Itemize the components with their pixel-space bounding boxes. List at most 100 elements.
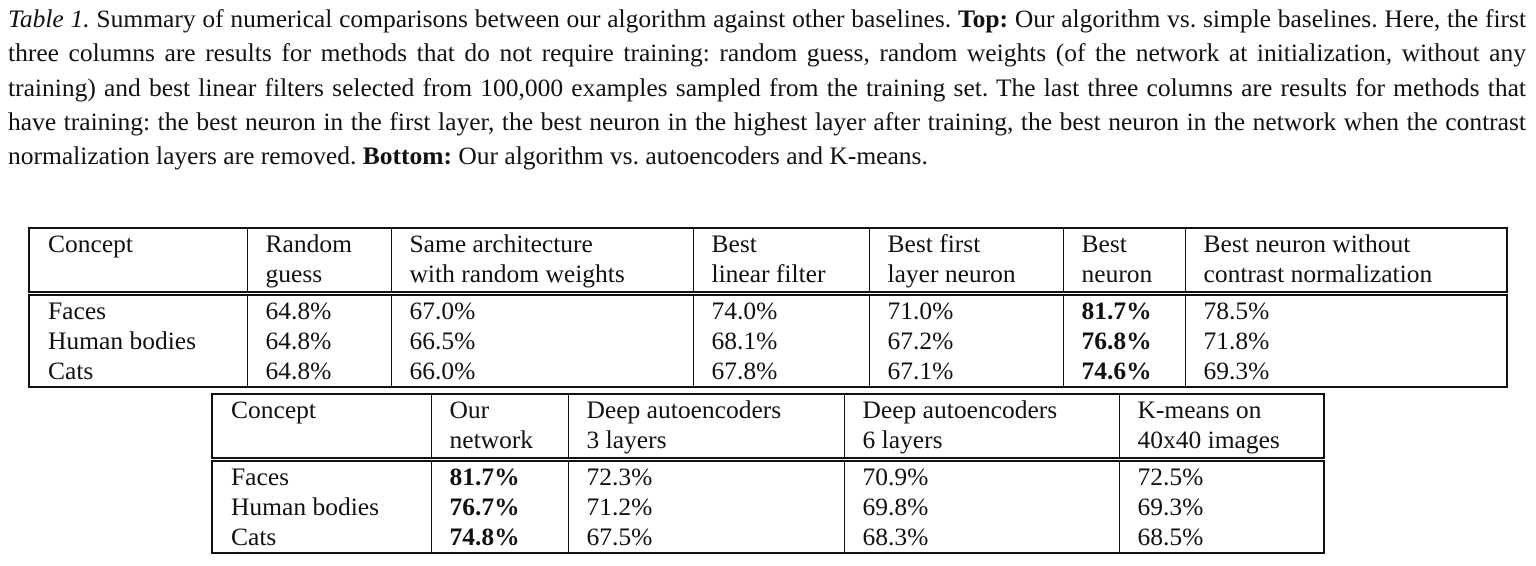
table-cell: 64.8% — [246, 356, 391, 387]
table-cell: 67.1% — [868, 356, 1063, 387]
table-body: Faces 64.8% 67.0% 74.0% 71.0% 81.7% 78.5% Human… — [28, 293, 1507, 387]
cell-text: Cats — [231, 522, 277, 551]
table-cell: 71.0% — [868, 293, 1063, 326]
table-head: Concept Random guess Same architecture with … — [28, 228, 1507, 294]
header-text: Best neuron without — [1203, 229, 1411, 258]
header-cell: K-means on 40x40 images — [1118, 394, 1324, 460]
cell-text: 81.7% — [449, 462, 520, 491]
cell-text: 71.0% — [887, 296, 954, 325]
cell-text: 76.8% — [1081, 326, 1152, 355]
table-cell: 67.5% — [567, 522, 844, 553]
table-cell: 64.8% — [246, 326, 391, 356]
table-cell: 68.3% — [843, 522, 1119, 553]
bottom-table: Concept Our network Deep autoencoders 3 laye… — [211, 393, 1325, 554]
header-text: neuron — [1081, 259, 1153, 288]
table-cell: 69.3% — [1184, 356, 1507, 387]
cell-text: 66.0% — [409, 356, 476, 385]
table-row: Faces 81.7% 72.3% 70.9% 72.5% — [211, 459, 1324, 492]
table-cell: Cats — [28, 356, 247, 387]
cell-text: 74.0% — [711, 296, 778, 325]
header-text: with random weights — [409, 259, 625, 288]
cell-text: 71.2% — [586, 492, 653, 521]
header-cell: Concept — [28, 228, 247, 294]
cell-text: 81.7% — [1081, 296, 1152, 325]
cell-text: 66.5% — [409, 326, 476, 355]
cell-text: 64.8% — [265, 356, 332, 385]
table-row: Cats 74.8% 67.5% 68.3% 68.5% — [211, 522, 1324, 553]
table-cell: Cats — [211, 522, 431, 553]
table-cell: Faces — [211, 459, 431, 492]
table-cell: 66.5% — [390, 326, 693, 356]
caption-text: Summary of numerical comparisons between… — [96, 4, 952, 33]
cell-text: 67.5% — [586, 522, 653, 551]
table-body: Faces 81.7% 72.3% 70.9% 72.5% Human bodies 76.… — [211, 459, 1324, 553]
cell-text: 78.5% — [1203, 296, 1270, 325]
cell-text: 74.6% — [1081, 356, 1152, 385]
table-row: Human bodies 76.7% 71.2% 69.8% 69.3% — [211, 492, 1324, 522]
table-head: Concept Our network Deep autoencoders 3 laye… — [211, 394, 1324, 460]
header-cell: Deep autoencoders 6 layers — [843, 394, 1119, 460]
header-cell: Deep autoencoders 3 layers — [567, 394, 844, 460]
table-row: Faces 64.8% 67.0% 74.0% 71.0% 81.7% 78.5% — [28, 293, 1507, 326]
cell-text: 72.3% — [586, 462, 653, 491]
table-cell: 74.0% — [692, 293, 869, 326]
table-cell: 68.5% — [1118, 522, 1324, 553]
header-text: 3 layers — [586, 425, 667, 454]
caption-text: Our algorithm vs. simple baselines. Here… — [8, 4, 1527, 171]
cell-text: 67.8% — [711, 356, 778, 385]
header-text: Best — [1081, 229, 1127, 258]
header-cell: Best neuron without contrast normalizatio… — [1184, 228, 1507, 294]
cell-text: 76.7% — [449, 492, 520, 521]
table-cell: 70.9% — [843, 459, 1119, 492]
header-text: guess — [265, 259, 323, 288]
header-cell: Same architecture with random weights — [390, 228, 693, 294]
cell-text: 67.1% — [887, 356, 954, 385]
header-text: Same architecture — [409, 229, 593, 258]
cell-text: 72.5% — [1137, 462, 1204, 491]
header-cell: Best linear filter — [692, 228, 869, 294]
cell-text: Faces — [48, 296, 107, 325]
table-cell: Human bodies — [211, 492, 431, 522]
table-cell: 76.7% — [430, 492, 568, 522]
table-cell: 74.8% — [430, 522, 568, 553]
cell-text: Human bodies — [48, 326, 197, 355]
table-cell: 68.1% — [692, 326, 869, 356]
table-cell: 72.5% — [1118, 459, 1324, 492]
caption-label: Table 1. — [8, 4, 90, 33]
table-cell: 69.3% — [1118, 492, 1324, 522]
header-cell: Best neuron — [1062, 228, 1185, 294]
header-text: K-means on — [1137, 395, 1262, 424]
table-cell: 67.2% — [868, 326, 1063, 356]
table-cell: 81.7% — [430, 459, 568, 492]
cell-text: 64.8% — [265, 296, 332, 325]
table-cell: Faces — [28, 293, 247, 326]
header-cell: Our network — [430, 394, 568, 460]
cell-text: Human bodies — [231, 492, 380, 521]
cell-text: 68.1% — [711, 326, 778, 355]
cell-text: Faces — [231, 462, 290, 491]
table-cell: 64.8% — [246, 293, 391, 326]
table-cell: 72.3% — [567, 459, 844, 492]
header-row: Concept Random guess Same architecture with … — [28, 228, 1507, 294]
table-cell: 78.5% — [1184, 293, 1507, 326]
table-cell: 76.8% — [1062, 326, 1185, 356]
header-text: Deep autoencoders — [586, 395, 782, 424]
caption: Table 1. Summary of numerical comparison… — [8, 2, 1526, 173]
table-row: Human bodies 64.8% 66.5% 68.1% 67.2% 76.8% 71.… — [28, 326, 1507, 356]
caption-top-label: Top: — [957, 4, 1009, 33]
header-text: 6 layers — [862, 425, 943, 454]
header-text: Best first — [887, 229, 981, 258]
table-row: Cats 64.8% 66.0% 67.8% 67.1% 74.6% 69.3% — [28, 356, 1507, 387]
header-text: network — [449, 425, 534, 454]
cell-text: 68.5% — [1137, 522, 1204, 551]
header-text: 40x40 images — [1137, 425, 1280, 454]
cell-text: 71.8% — [1203, 326, 1270, 355]
cell-text: 69.3% — [1137, 492, 1204, 521]
caption-bottom-label: Bottom: — [362, 141, 452, 171]
header-text: Our — [449, 395, 490, 424]
cell-text: 67.0% — [409, 296, 476, 325]
table-cell: 67.0% — [390, 293, 693, 326]
cell-text: 69.3% — [1203, 356, 1270, 385]
table-cell: 69.8% — [843, 492, 1119, 522]
